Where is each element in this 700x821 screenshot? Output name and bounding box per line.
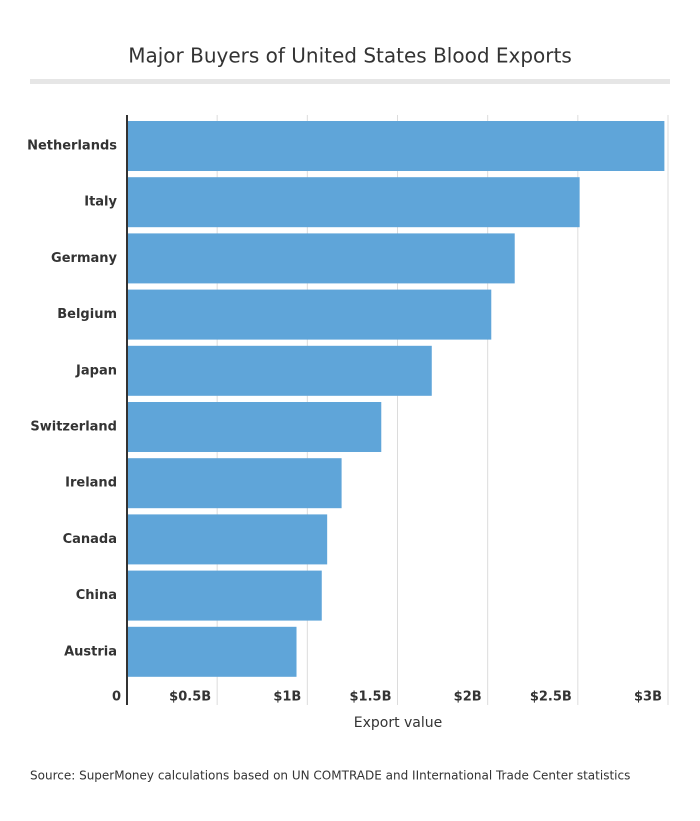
chart-title: Major Buyers of United States Blood Expo… [128, 44, 572, 68]
bar [127, 402, 382, 452]
bar [127, 345, 432, 396]
title-rule [30, 79, 670, 84]
y-tick-label: Switzerland [30, 420, 117, 435]
bar [127, 233, 515, 284]
y-tick-label: Austria [64, 644, 117, 659]
bar [127, 458, 342, 509]
y-tick-label: Netherlands [27, 139, 117, 154]
y-tick-label: Belgium [57, 307, 117, 322]
y-tick-label: China [76, 588, 117, 603]
bar [127, 121, 665, 171]
x-tick-label: 0 [112, 690, 121, 705]
bar [127, 177, 580, 228]
bar [127, 626, 297, 677]
x-axis-label: Export value [354, 715, 443, 731]
x-tick-label: $0.5B [169, 690, 211, 705]
bar [127, 570, 322, 621]
x-tick-label: $1B [273, 690, 301, 705]
x-tick-label: $2B [454, 690, 482, 705]
x-tick-label: $3B [634, 690, 662, 705]
y-tick-label: Japan [75, 363, 117, 378]
bar [127, 514, 328, 565]
x-tick-label: $2.5B [530, 690, 572, 705]
y-tick-label: Ireland [65, 476, 117, 491]
y-tick-label: Germany [51, 251, 117, 266]
x-tick-label: $1.5B [350, 690, 392, 705]
y-tick-label: Canada [63, 532, 117, 547]
source-note: Source: SuperMoney calculations based on… [30, 769, 630, 783]
y-tick-label: Italy [84, 195, 117, 210]
bar [127, 289, 492, 340]
